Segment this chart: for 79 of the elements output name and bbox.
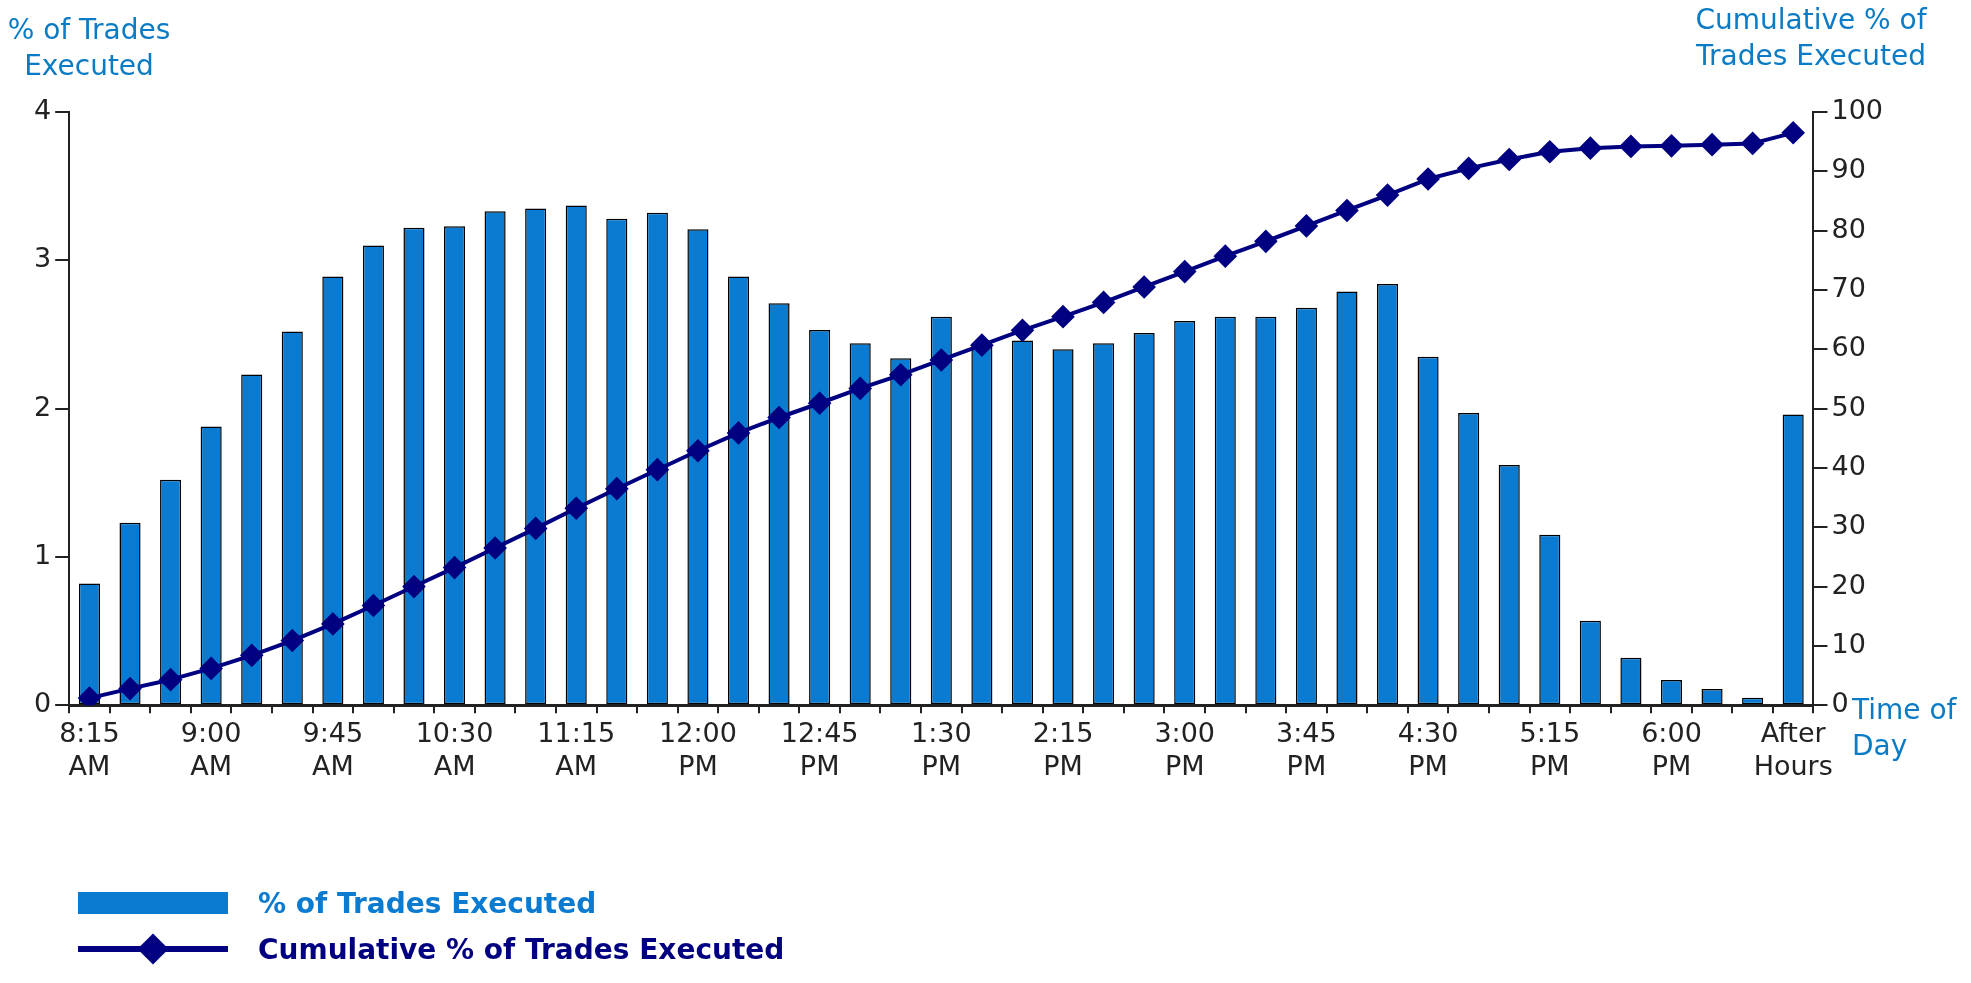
point <box>1619 135 1642 158</box>
x-tick-label: 1:30 PM <box>911 717 972 781</box>
x-tick-label: 6:00 PM <box>1641 717 1702 781</box>
point <box>524 517 547 540</box>
x-tick-label: 12:45 PM <box>780 717 859 781</box>
point <box>362 594 385 617</box>
y2-tick-label: 30 <box>1831 509 1866 541</box>
y-tick-label: 2 <box>33 390 52 422</box>
y2-tick-label: 40 <box>1831 449 1866 481</box>
point <box>1782 121 1805 144</box>
point <box>443 556 466 579</box>
point <box>768 406 791 429</box>
point <box>119 677 142 700</box>
point <box>1092 291 1115 314</box>
x-tick-label: 5:15 PM <box>1519 717 1581 781</box>
y2-tick-label: 10 <box>1831 627 1866 659</box>
point <box>321 612 344 635</box>
point <box>849 377 872 400</box>
x-tick-label: 8:15 AM <box>59 717 120 781</box>
y2-tick-label: 100 <box>1831 94 1884 126</box>
y-axis-title: % of Trades Executed <box>6 12 172 84</box>
point <box>200 657 223 680</box>
point <box>1214 245 1237 268</box>
point <box>1417 168 1440 191</box>
point <box>1295 214 1318 237</box>
y-tick-label: 1 <box>33 538 52 570</box>
point <box>889 363 912 386</box>
x-tick-label: 2:15 PM <box>1032 717 1094 781</box>
y2-tick-label: 90 <box>1831 153 1866 185</box>
point <box>1660 134 1683 157</box>
y-tick-label: 0 <box>33 687 52 719</box>
x-tick-label: 3:00 PM <box>1154 717 1216 781</box>
point <box>727 421 750 444</box>
x-tick-label: 3:45 PM <box>1276 717 1337 781</box>
y2-tick-label: 20 <box>1831 568 1866 600</box>
point <box>1335 199 1358 222</box>
point <box>808 392 831 415</box>
x-tick-label: 10:30 AM <box>415 717 494 781</box>
text: % of Trades Executed <box>258 886 597 920</box>
x-tick-label: 9:00 AM <box>180 717 242 781</box>
point <box>970 334 993 357</box>
point <box>484 537 507 559</box>
y2-tick-label: 50 <box>1831 390 1866 422</box>
text: Cumulative % of Trades Executed <box>258 932 785 966</box>
y2-tick-label: 60 <box>1831 331 1866 363</box>
x-tick-label: 4:30 PM <box>1397 717 1459 781</box>
point <box>605 477 628 500</box>
point <box>1052 305 1075 328</box>
y-tick-label: 4 <box>33 94 52 126</box>
point <box>1701 133 1724 156</box>
x-tick-label: After Hours <box>1753 717 1833 781</box>
point <box>402 575 425 598</box>
point <box>1498 148 1521 171</box>
point <box>930 348 953 371</box>
point <box>240 644 263 667</box>
point <box>159 668 182 691</box>
x-axis-title: Time of Day <box>1852 692 1958 764</box>
point <box>1133 275 1156 298</box>
x-tick-label: 12:00 PM <box>659 717 737 781</box>
y2-axis-title: Cumulative % of Trades Executed <box>1694 2 1928 74</box>
point <box>78 687 101 706</box>
point <box>1579 137 1602 160</box>
point <box>565 497 588 520</box>
y-tick-label: 3 <box>33 242 52 274</box>
point <box>1011 319 1034 342</box>
point <box>1457 157 1480 180</box>
y2-tick-label: 80 <box>1831 212 1866 244</box>
y2-tick-label: 70 <box>1831 271 1866 303</box>
x-tick-label: 11:15 AM <box>537 717 616 781</box>
point <box>1538 140 1561 163</box>
point <box>686 439 709 462</box>
point <box>1376 184 1399 207</box>
point <box>281 629 304 652</box>
point <box>1741 132 1764 155</box>
point <box>1254 230 1277 253</box>
x-tick-label: 9:45 AM <box>302 717 364 781</box>
point <box>646 458 669 481</box>
y2-tick-label: 0 <box>1831 687 1849 719</box>
point <box>1173 260 1196 283</box>
